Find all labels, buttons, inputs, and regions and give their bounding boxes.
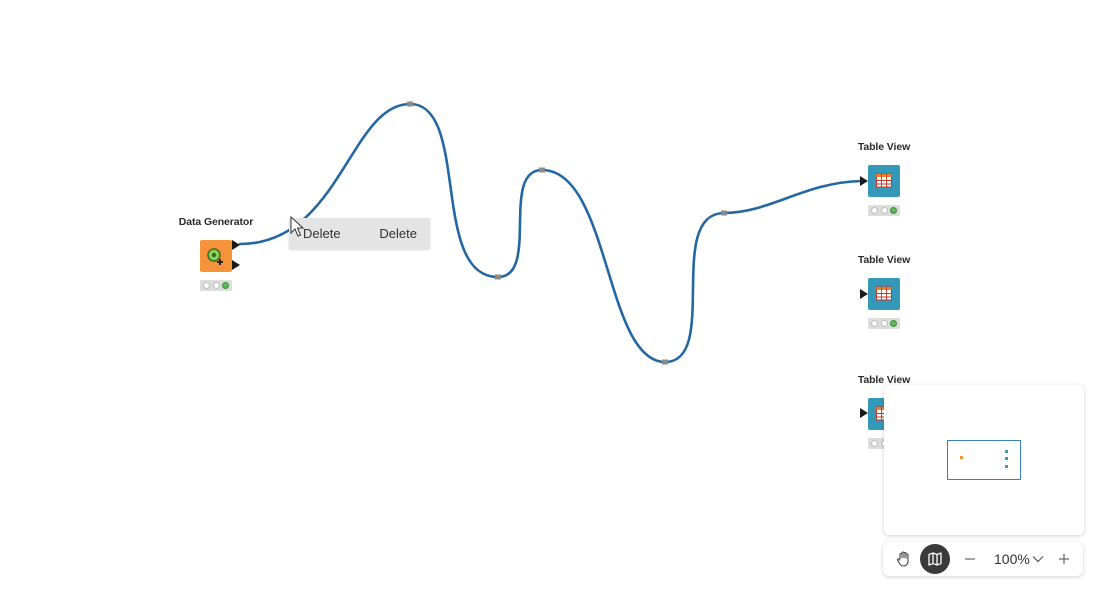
bendpoint[interactable] (662, 359, 668, 365)
plus-icon (1059, 554, 1069, 564)
node-status-traffic-light (868, 205, 900, 216)
menu-item-delete[interactable]: Delete (379, 226, 417, 241)
node-title-table-view[interactable]: Table View (857, 254, 911, 266)
zoom-in-button[interactable] (1053, 548, 1075, 570)
minimap-node-view (1005, 465, 1008, 468)
node-title-data-generator[interactable]: Data Generator (178, 216, 254, 228)
minimap-node-view (1005, 457, 1008, 460)
menu-item-delete[interactable]: Delete (303, 226, 341, 241)
table-view-node[interactable] (868, 165, 900, 197)
output-port[interactable] (232, 260, 240, 270)
minimap-node-source (960, 456, 963, 459)
minimap[interactable] (884, 385, 1084, 535)
pan-mode-button[interactable] (891, 546, 917, 572)
table-icon (876, 173, 892, 188)
input-port[interactable] (860, 176, 868, 186)
node-title-table-view[interactable]: Table View (857, 141, 911, 153)
minus-icon (965, 558, 975, 560)
connection-context-menu: Delete Delete (289, 218, 430, 249)
minimap-nodes (960, 450, 1008, 468)
zoom-level[interactable]: 100% (994, 551, 1030, 567)
input-port[interactable] (860, 408, 868, 418)
hand-icon (897, 551, 909, 567)
minimap-toggle-button[interactable] (920, 544, 950, 574)
table-view-node[interactable] (868, 278, 900, 310)
zoom-dropdown-button[interactable] (1031, 551, 1045, 567)
data-generator-icon (207, 248, 223, 265)
bendpoint[interactable] (495, 274, 501, 280)
data-generator-node[interactable] (200, 240, 232, 272)
node-status-traffic-light (200, 280, 232, 291)
node-title-table-view[interactable]: Table View (857, 374, 911, 386)
bendpoint[interactable] (539, 167, 545, 173)
minimap-node-view (1005, 450, 1008, 453)
minimap-viewport-frame[interactable] (947, 440, 1021, 480)
bendpoint[interactable] (407, 101, 413, 107)
bendpoint[interactable] (721, 210, 727, 216)
table-icon (876, 286, 892, 301)
zoom-toolbar: 100% (883, 542, 1083, 576)
output-port[interactable] (232, 240, 240, 250)
connection-line[interactable] (238, 102, 864, 364)
chevron-down-icon (1032, 556, 1044, 563)
input-port[interactable] (860, 289, 868, 299)
map-icon (928, 552, 942, 566)
node-status-traffic-light (868, 318, 900, 329)
mouse-pointer-icon (290, 216, 305, 237)
zoom-out-button[interactable] (959, 548, 981, 570)
